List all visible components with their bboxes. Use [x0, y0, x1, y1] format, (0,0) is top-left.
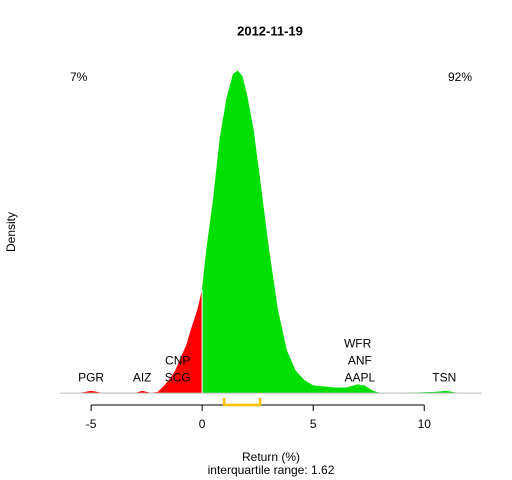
stock-label: TSN [432, 370, 456, 384]
density-area-positive [201, 70, 458, 394]
share-above: 92% [448, 70, 472, 84]
stock-label: ANF [348, 353, 372, 367]
y-axis-label: Density [4, 212, 18, 252]
x-tick-label: -5 [86, 417, 97, 431]
x-tick-label: 0 [199, 417, 206, 431]
stock-label: WFR [344, 336, 372, 350]
x-axis-label: Return (%) [242, 450, 300, 464]
stock-label: SCG [165, 370, 191, 384]
stock-label: AAPL [344, 370, 375, 384]
share-below: 7% [70, 70, 88, 84]
stock-label: CNP [165, 353, 190, 367]
stock-label: AIZ [133, 370, 152, 384]
x-tick-label: 5 [310, 417, 317, 431]
iqr-bracket [222, 398, 262, 407]
stock-label: PGR [78, 370, 104, 384]
chart-title: 2012-11-19 [237, 23, 303, 38]
subtitle: interquartile range: 1.62 [208, 463, 335, 477]
x-tick-label: 10 [418, 417, 432, 431]
